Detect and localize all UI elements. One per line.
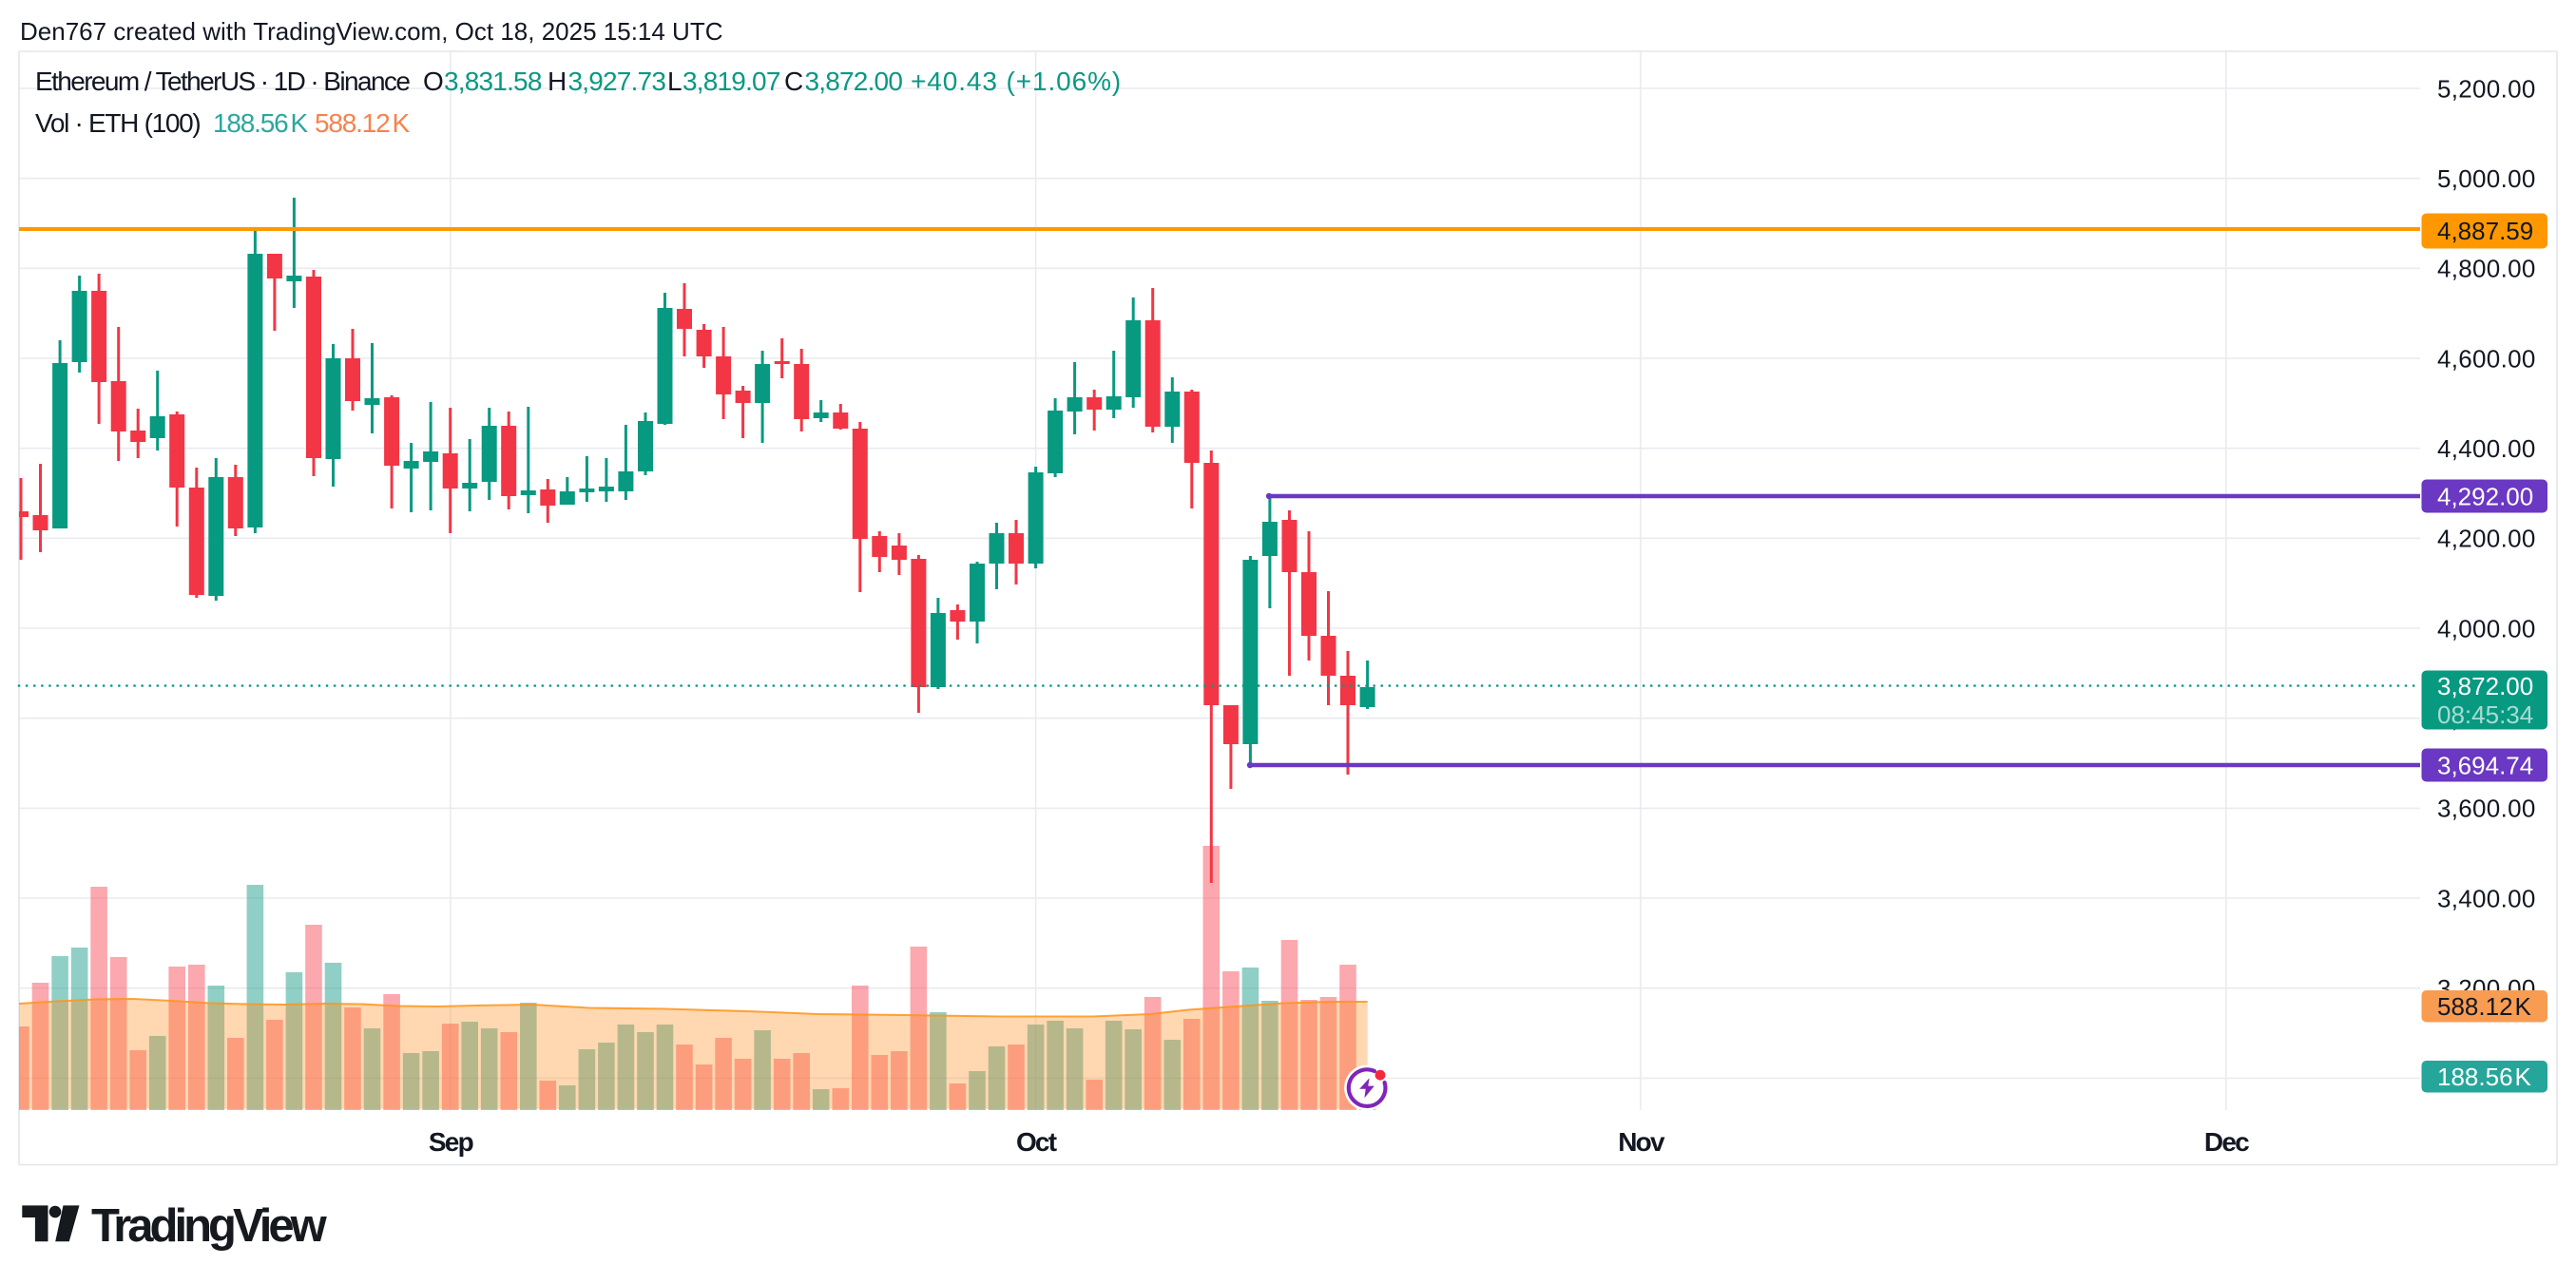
- svg-text:4,400.00: 4,400.00: [2437, 434, 2536, 463]
- svg-text:TradingView: TradingView: [91, 1200, 328, 1252]
- svg-text:5,000.00: 5,000.00: [2437, 164, 2536, 193]
- svg-text:188.56K: 188.56K: [2437, 1063, 2532, 1091]
- svg-text:Oct: Oct: [1016, 1127, 1057, 1157]
- svg-text:3,872.00: 3,872.00: [2437, 672, 2533, 700]
- svg-text:4,292.00: 4,292.00: [2437, 482, 2533, 510]
- svg-text:Vol · ETH (100): Vol · ETH (100): [35, 108, 200, 138]
- svg-text:4,887.59: 4,887.59: [2437, 217, 2533, 245]
- svg-text:Ethereum / TetherUS · 1D · Bin: Ethereum / TetherUS · 1D · Binance: [35, 67, 410, 96]
- svg-text:3,694.74: 3,694.74: [2437, 751, 2533, 779]
- svg-text:3,400.00: 3,400.00: [2437, 884, 2536, 912]
- svg-text:3,600.00: 3,600.00: [2437, 795, 2536, 823]
- svg-text:588.12K: 588.12K: [2437, 992, 2532, 1021]
- svg-text:Sep: Sep: [429, 1127, 473, 1157]
- svg-text:188.56K: 188.56K: [213, 108, 308, 138]
- svg-text:Nov: Nov: [1618, 1127, 1665, 1157]
- svg-text:588.12K: 588.12K: [315, 108, 410, 138]
- svg-text:5,200.00: 5,200.00: [2437, 74, 2536, 103]
- svg-text:4,600.00: 4,600.00: [2437, 344, 2536, 373]
- svg-text:08:45:34: 08:45:34: [2437, 700, 2533, 729]
- svg-text:4,000.00: 4,000.00: [2437, 614, 2536, 642]
- svg-text:4,200.00: 4,200.00: [2437, 525, 2536, 553]
- svg-text:Den767 created with TradingVie: Den767 created with TradingView.com, Oct…: [20, 17, 723, 46]
- svg-text:Dec: Dec: [2204, 1127, 2249, 1157]
- svg-text:4,800.00: 4,800.00: [2437, 255, 2536, 283]
